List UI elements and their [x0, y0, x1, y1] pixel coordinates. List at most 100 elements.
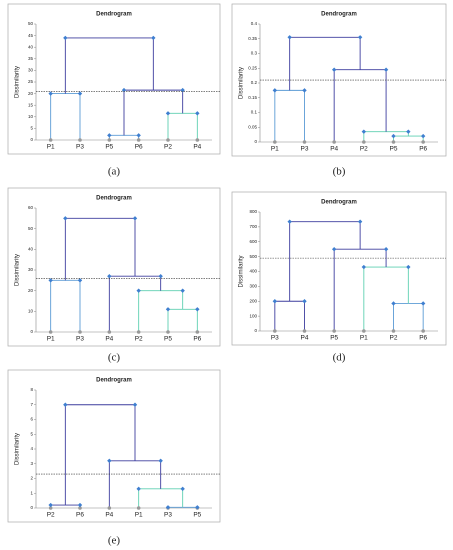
- leaf-label: P4: [105, 336, 113, 343]
- leaf-marker: [273, 140, 277, 144]
- y-tick-label: 2: [30, 476, 33, 481]
- node-marker: [272, 299, 278, 304]
- y-tick-label: 5: [30, 431, 33, 436]
- panel-title: Dendrogram: [96, 12, 132, 18]
- leaf-marker: [166, 138, 170, 142]
- markers: [272, 35, 426, 144]
- leaf-marker: [107, 330, 112, 334]
- node-marker: [302, 88, 307, 93]
- node-marker: [77, 91, 83, 96]
- y-tick-label: 0.2: [251, 80, 258, 85]
- panel: Dendrogram (a) Dissimilarity 0 5 10 15 20 25 30 35…: [7, 3, 221, 178]
- y-tick-label: 700: [249, 224, 257, 229]
- leaf-label: P6: [419, 146, 427, 153]
- node-marker: [107, 458, 112, 463]
- node-marker: [195, 505, 200, 510]
- leaf-label: P1: [135, 512, 143, 519]
- leaf-marker: [391, 140, 396, 144]
- leaf-marker: [362, 329, 366, 333]
- node-marker: [391, 301, 396, 306]
- panel-frame: [7, 187, 221, 347]
- leaf-label: P3: [271, 335, 279, 342]
- node-marker: [77, 278, 83, 283]
- node-marker: [406, 129, 411, 134]
- node-marker: [132, 402, 138, 407]
- y-tick-label: 0: [254, 328, 257, 333]
- panel-title: Dendrogram: [321, 200, 357, 206]
- leaf-marker: [136, 138, 141, 142]
- y-tick-label: 0: [30, 137, 33, 142]
- y-tick-label: 0: [30, 329, 33, 334]
- y-axis-label: Dissimilarity: [15, 66, 21, 98]
- y-tick-label: 0: [30, 505, 33, 510]
- panel-frame: [231, 191, 447, 346]
- leaf-label: P5: [390, 146, 398, 153]
- branches: [50, 37, 198, 140]
- y-tick-label: 300: [249, 284, 257, 289]
- node-marker: [391, 133, 396, 139]
- leaf-marker: [302, 140, 307, 144]
- panel-caption: (e): [108, 535, 121, 547]
- leaf-marker: [421, 329, 425, 333]
- node-marker: [165, 111, 171, 116]
- y-tick-label: 0.1: [251, 110, 258, 115]
- leaf-label: P3: [76, 336, 84, 343]
- node-marker: [77, 502, 83, 508]
- node-marker: [357, 35, 363, 40]
- y-tick-label: 0.3: [251, 51, 258, 56]
- leaf-label: P5: [330, 335, 338, 342]
- node-marker: [107, 133, 112, 138]
- y-tick-label: 30: [28, 68, 34, 73]
- node-marker: [361, 129, 367, 134]
- node-marker: [383, 67, 389, 72]
- node-marker: [48, 91, 53, 96]
- markers: [48, 216, 200, 334]
- y-tick-label: 20: [28, 91, 34, 96]
- node-marker: [420, 301, 426, 306]
- y-tick-label: 0.4: [251, 21, 258, 26]
- node-marker: [357, 219, 363, 224]
- panel: Dendrogram (b) Dissimilarity 0 0.05 0.1 0.15 0.…: [231, 3, 447, 178]
- y-tick-label: 8: [30, 387, 33, 392]
- panel-title: Dendrogram: [321, 12, 357, 18]
- leaf-marker: [273, 329, 277, 333]
- leaf-label: P3: [301, 146, 309, 153]
- branches: [50, 217, 198, 332]
- leaf-label: P4: [330, 146, 338, 153]
- y-tick-label: 0.15: [248, 95, 257, 100]
- node-marker: [180, 288, 185, 293]
- leaf-marker: [107, 138, 112, 142]
- node-marker: [272, 88, 278, 93]
- panel-title: Dendrogram: [96, 196, 132, 202]
- node-marker: [361, 264, 367, 270]
- y-tick-label: 3: [30, 461, 33, 466]
- node-marker: [121, 87, 127, 93]
- leaf-label: P5: [105, 144, 113, 151]
- leaf-marker: [302, 329, 307, 333]
- node-marker: [48, 278, 53, 283]
- node-marker: [165, 505, 171, 510]
- y-tick-label: 40: [28, 44, 34, 49]
- leaf-label: P1: [360, 335, 368, 342]
- leaf-label: P2: [47, 512, 55, 519]
- leaf-label: P6: [135, 144, 143, 151]
- markers: [48, 35, 200, 142]
- node-marker: [406, 264, 411, 270]
- y-tick-label: 60: [28, 205, 34, 210]
- y-tick-label: 40: [28, 247, 34, 252]
- leaf-marker: [332, 140, 336, 144]
- leaf-label: P1: [47, 144, 55, 151]
- leaf-marker: [48, 506, 53, 510]
- leaf-label: P6: [419, 335, 427, 342]
- node-marker: [63, 402, 68, 407]
- leaf-label: P4: [193, 144, 201, 151]
- panel-caption: (d): [333, 352, 346, 364]
- branches: [274, 221, 424, 331]
- y-axis-label: Dissimilarity: [239, 67, 245, 99]
- panel-caption: (c): [108, 352, 121, 364]
- node-marker: [158, 458, 163, 463]
- panel-caption: (a): [108, 166, 121, 178]
- y-axis-label: Dissimilarity: [239, 256, 245, 288]
- node-marker: [195, 307, 200, 312]
- y-tick-label: 7: [30, 402, 33, 407]
